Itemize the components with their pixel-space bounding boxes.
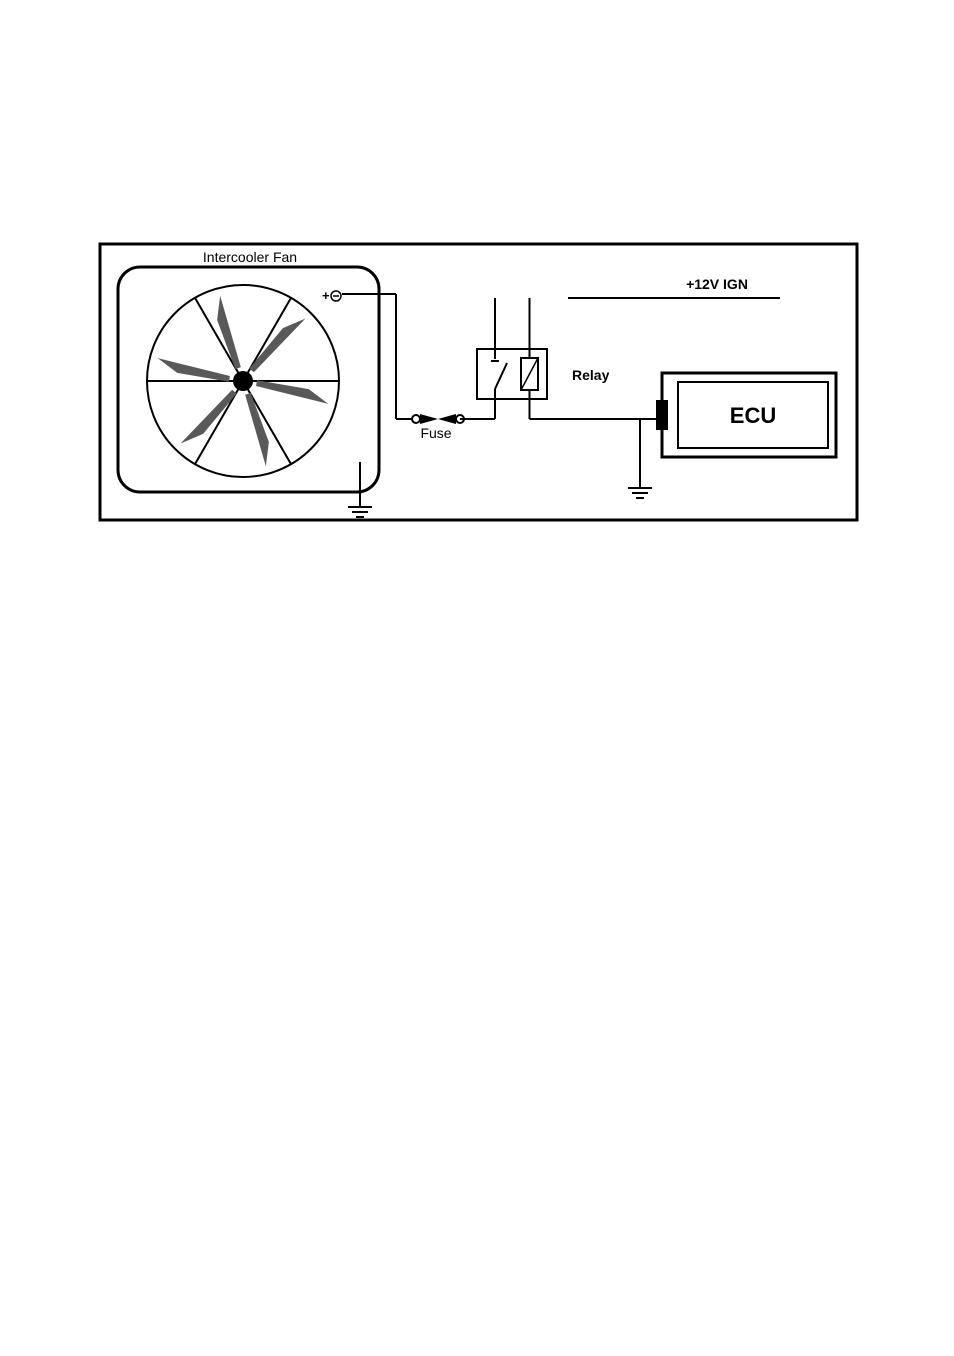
- page: Intercooler Fan + Relay ECU +12V IGN Fuse: [0, 0, 954, 1351]
- ign-label: +12V IGN: [686, 276, 748, 292]
- fan-label: Intercooler Fan: [203, 249, 297, 265]
- ecu-label: ECU: [730, 403, 776, 428]
- wiring-diagram: Intercooler Fan + Relay ECU +12V IGN Fuse: [0, 0, 954, 1351]
- fuse-label: Fuse: [420, 425, 451, 441]
- relay-label: Relay: [572, 367, 610, 383]
- svg-text:+: +: [322, 288, 330, 303]
